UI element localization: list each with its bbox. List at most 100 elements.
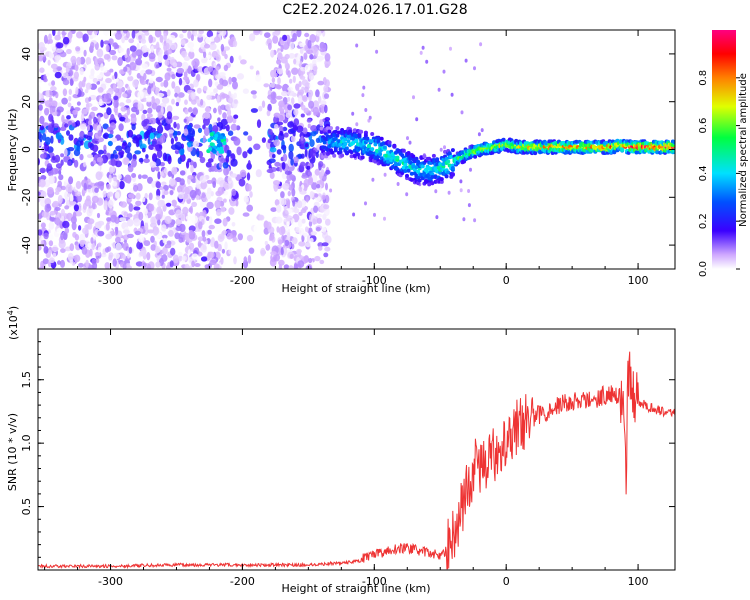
heat-cell — [122, 93, 127, 98]
heat-cell — [197, 236, 205, 242]
heat-cell — [103, 132, 109, 140]
heat-cell — [95, 171, 103, 181]
heat-cell — [161, 234, 168, 239]
heat-cell — [199, 175, 207, 183]
heat-cell — [349, 154, 354, 159]
heat-cell — [126, 218, 134, 227]
heat-cell — [167, 49, 173, 55]
heat-cell — [83, 161, 87, 168]
heat-cell — [193, 30, 198, 37]
x-tick-label: -100 — [362, 575, 387, 588]
heat-cell — [49, 106, 53, 115]
heat-cell — [60, 137, 65, 145]
heat-cell — [143, 72, 147, 81]
heat-cell — [323, 85, 329, 93]
heat-cell — [273, 183, 278, 192]
heat-cell — [96, 74, 103, 80]
heat-cell — [332, 153, 337, 158]
heat-cell — [293, 208, 300, 214]
heat-cell — [45, 72, 50, 77]
heat-cell — [134, 230, 141, 236]
heat-cell — [187, 142, 191, 148]
heat-cell — [128, 38, 135, 44]
heat-cell — [220, 118, 228, 126]
heat-cell — [60, 248, 66, 254]
heat-cell — [65, 184, 73, 193]
heat-cell — [333, 148, 338, 153]
heat-cell — [277, 239, 283, 245]
heat-cell — [157, 54, 163, 64]
heat-cell — [67, 252, 74, 262]
heat-cell — [131, 173, 137, 178]
heat-cell — [300, 153, 305, 159]
heat-cell — [270, 98, 277, 104]
heat-cell — [310, 130, 317, 137]
heat-cell — [155, 105, 163, 113]
heat-cell — [50, 63, 58, 69]
heat-cell — [117, 174, 122, 180]
heat-cell — [106, 183, 111, 190]
heat-cell — [72, 109, 78, 115]
heat-cell — [159, 34, 164, 43]
heat-cell — [216, 139, 221, 144]
heat-cell — [70, 55, 77, 64]
heat-cell — [253, 30, 261, 36]
heat-cell — [69, 243, 75, 252]
heat-cell — [150, 216, 156, 225]
heat-cell — [44, 107, 50, 116]
heat-cell — [430, 175, 435, 180]
heat-cell — [214, 218, 222, 224]
heat-cell — [103, 40, 110, 45]
x-tick-label: -300 — [98, 274, 123, 287]
heat-cell — [51, 246, 59, 252]
heat-cell — [247, 135, 253, 142]
heat-cell — [114, 71, 118, 80]
heat-cell — [202, 245, 207, 250]
heat-cell — [103, 53, 111, 60]
heat-cell — [38, 196, 41, 203]
heat-cell — [76, 193, 82, 203]
heat-cell — [39, 167, 46, 174]
heat-cell — [449, 46, 452, 51]
heat-cell — [127, 253, 131, 259]
heat-cell — [54, 206, 61, 211]
snr-multiplier: (x104) — [6, 306, 20, 340]
heat-cell — [273, 112, 281, 118]
heat-cell — [128, 203, 134, 212]
heat-cell — [111, 137, 118, 143]
heat-cell — [150, 235, 155, 243]
heat-cell — [97, 115, 101, 123]
heat-cell — [144, 31, 150, 36]
heat-cell — [379, 136, 384, 141]
heat-cell — [364, 108, 368, 112]
heat-cell — [329, 126, 333, 131]
heat-cell — [107, 199, 114, 209]
heat-cell — [289, 173, 295, 180]
heat-cell — [216, 30, 223, 33]
heat-cell — [435, 157, 440, 162]
heat-cell — [303, 107, 309, 114]
heat-cell — [355, 122, 359, 127]
heat-cell — [95, 258, 100, 264]
heat-cell — [138, 174, 142, 180]
heat-cell — [166, 67, 172, 72]
heat-cell — [87, 130, 93, 138]
snr-axes: -300 -200 -100 0 100 0.5 1.0 1.5 — [20, 329, 675, 588]
heat-cell — [49, 210, 56, 216]
heat-cell — [264, 32, 271, 38]
heat-cell — [307, 39, 312, 49]
heat-cell — [150, 244, 156, 251]
heat-cell — [296, 200, 303, 209]
heat-cell — [166, 89, 171, 97]
heat-cell — [105, 222, 110, 231]
heat-cell — [168, 34, 176, 41]
heat-cell — [291, 188, 296, 197]
heat-cell — [544, 141, 549, 146]
heat-cell — [97, 230, 105, 237]
heat-cell — [83, 182, 87, 191]
spectrogram-xlabel: Height of straight line (km) — [281, 282, 430, 295]
heat-cell — [364, 201, 367, 206]
heat-cell — [309, 191, 314, 199]
heat-cell — [467, 203, 471, 208]
heat-cell — [106, 217, 112, 222]
